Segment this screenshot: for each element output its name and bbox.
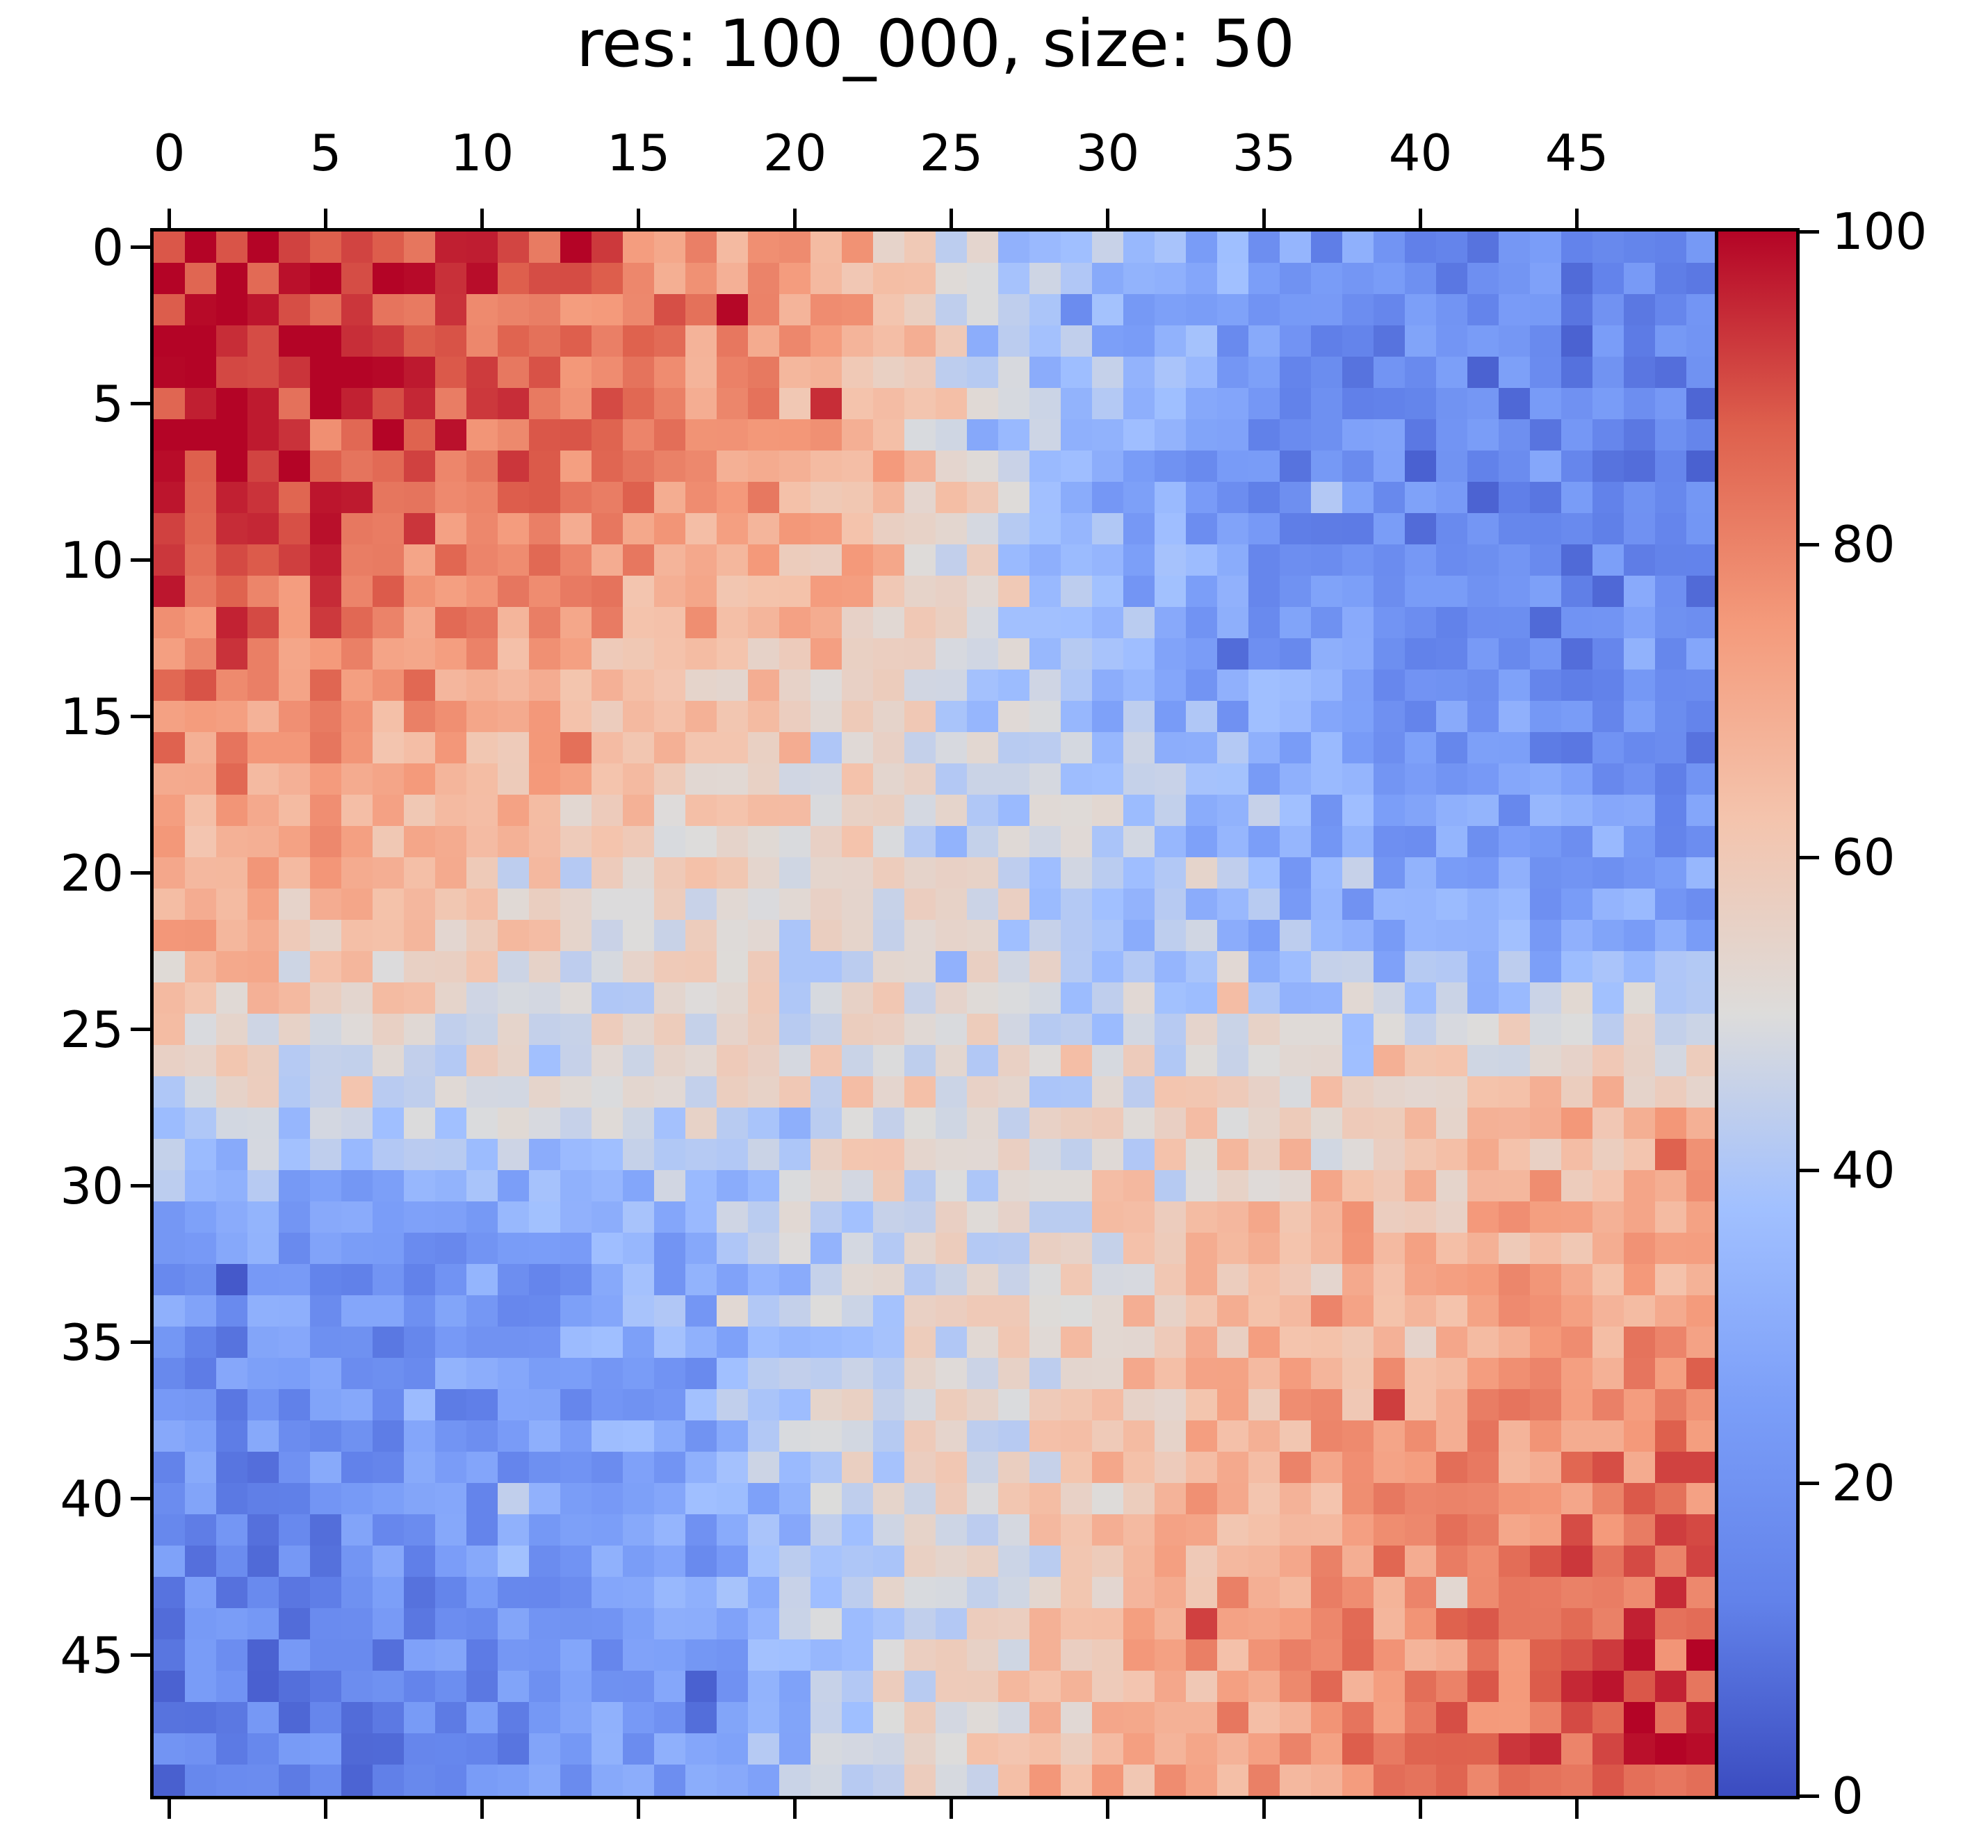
x-axis-bottom-tick: [637, 1799, 640, 1819]
y-axis-tick-label: 40: [60, 1469, 124, 1528]
x-axis-tick-label: 35: [1232, 124, 1296, 182]
y-axis-tick-label: 25: [60, 1000, 124, 1059]
x-axis-top-tick: [1106, 209, 1109, 228]
x-axis-tick-label: 15: [606, 124, 671, 182]
y-axis-tick-label: 10: [60, 530, 124, 590]
y-axis-tick: [131, 1028, 150, 1031]
y-axis-tick-label: 30: [60, 1156, 124, 1215]
y-axis-tick-label: 45: [60, 1626, 124, 1685]
colorbar-tick-label: 20: [1832, 1454, 1896, 1512]
x-axis-bottom-tick: [1419, 1799, 1422, 1819]
x-axis-bottom-tick: [1262, 1799, 1266, 1819]
colorbar-tick-label: 100: [1832, 202, 1928, 261]
colorbar-tick-label: 60: [1832, 828, 1896, 886]
y-axis-tick: [131, 245, 150, 249]
x-axis-bottom-tick: [793, 1799, 797, 1819]
x-axis-top-tick: [793, 209, 797, 228]
x-axis-tick-label: 25: [919, 124, 984, 182]
colorbar-tick-label: 40: [1832, 1141, 1896, 1199]
x-axis-top-tick: [637, 209, 640, 228]
y-axis-tick-label: 15: [60, 687, 124, 746]
y-axis-tick: [131, 871, 150, 875]
heatmap-canvas: [150, 228, 1721, 1799]
y-axis-tick-label: 20: [60, 843, 124, 902]
x-axis-top-tick: [950, 209, 953, 228]
x-axis-top-tick: [324, 209, 327, 228]
x-axis-top-tick: [1419, 209, 1422, 228]
x-axis-tick-label: 45: [1545, 124, 1609, 182]
x-axis-tick-label: 5: [309, 124, 342, 182]
x-axis-top-tick: [1262, 209, 1266, 228]
colorbar-tick: [1800, 542, 1819, 546]
colorbar-tick-label: 0: [1832, 1767, 1864, 1825]
chart-title: res: 100_000, size: 50: [576, 6, 1295, 82]
y-axis-tick-label: 35: [60, 1313, 124, 1372]
colorbar-tick: [1800, 1794, 1819, 1798]
x-axis-tick-label: 40: [1388, 124, 1453, 182]
x-axis-tick-label: 30: [1075, 124, 1140, 182]
y-axis-tick-label: 5: [92, 374, 124, 433]
x-axis-top-tick: [1575, 209, 1579, 228]
colorbar-tick: [1800, 855, 1819, 859]
y-axis-tick: [131, 402, 150, 405]
colorbar-tick: [1800, 229, 1819, 234]
y-axis-tick: [131, 1653, 150, 1657]
x-axis-bottom-tick: [168, 1799, 171, 1819]
x-axis-tick-label: 20: [763, 124, 827, 182]
y-axis-tick: [131, 715, 150, 718]
x-axis-bottom-tick: [324, 1799, 327, 1819]
x-axis-bottom-tick: [950, 1799, 953, 1819]
y-axis-tick: [131, 1184, 150, 1188]
y-axis-tick: [131, 558, 150, 562]
x-axis-bottom-tick: [480, 1799, 484, 1819]
y-axis-tick-label: 0: [92, 218, 124, 277]
x-axis-top-tick: [480, 209, 484, 228]
x-axis-bottom-tick: [1575, 1799, 1579, 1819]
x-axis-bottom-tick: [1106, 1799, 1109, 1819]
colorbar-tick-label: 80: [1832, 515, 1896, 574]
y-axis-tick: [131, 1497, 150, 1500]
colorbar: [1715, 228, 1800, 1799]
colorbar-tick: [1800, 1168, 1819, 1172]
x-axis-tick-label: 0: [153, 124, 186, 182]
x-axis-top-tick: [168, 209, 171, 228]
colorbar-tick: [1800, 1481, 1819, 1485]
y-axis-tick: [131, 1340, 150, 1344]
x-axis-tick-label: 10: [450, 124, 514, 182]
